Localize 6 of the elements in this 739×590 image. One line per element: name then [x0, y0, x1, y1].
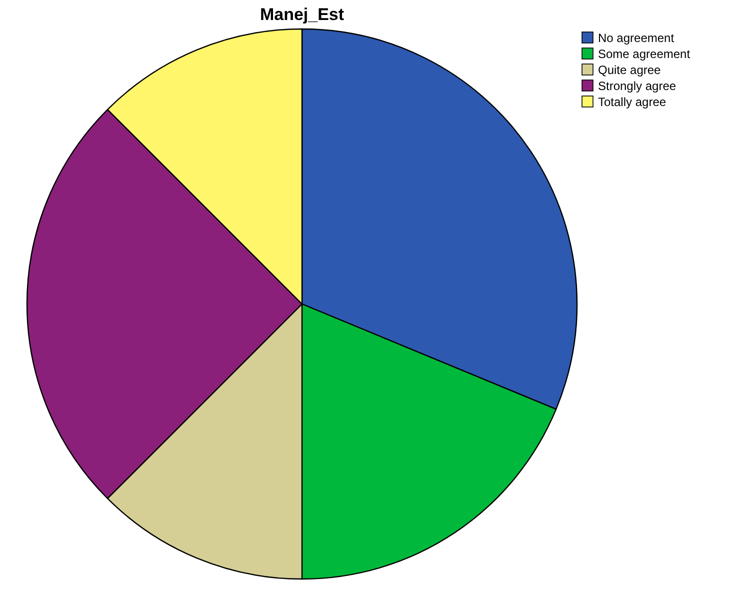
chart-title: Manej_Est [260, 5, 344, 24]
legend-label: Quite agree [598, 63, 662, 77]
legend-label: No agreement [598, 31, 675, 45]
legend-label: Some agreement [598, 47, 691, 61]
legend-label: Totally agree [598, 95, 666, 109]
legend-label: Strongly agree [598, 79, 676, 93]
